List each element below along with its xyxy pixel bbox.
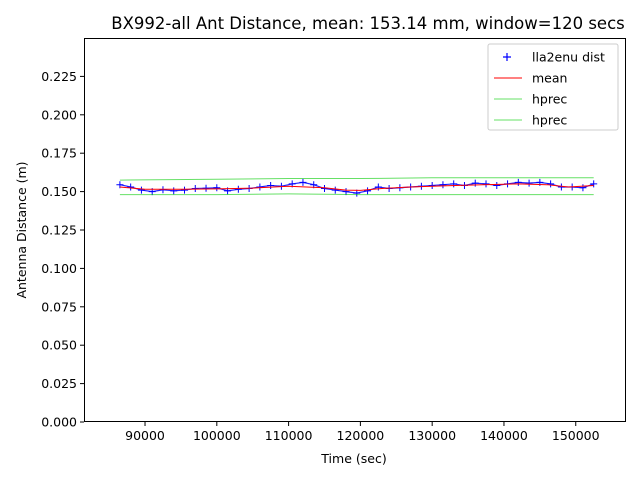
- y-tick-label: 0.125: [41, 223, 77, 238]
- series-line: [119, 193, 594, 196]
- legend-marker: [503, 53, 511, 61]
- legend-item: hprec: [494, 92, 567, 107]
- legend-label: lla2enu dist: [532, 50, 605, 65]
- legend-label: mean: [532, 71, 567, 86]
- series-trace: [119, 181, 594, 194]
- y-tick-label: 0.075: [41, 299, 77, 314]
- x-tick-label: 150000: [552, 428, 600, 443]
- legend-item: lla2enu dist: [503, 50, 605, 65]
- y-tick-label: 0.025: [41, 376, 77, 391]
- series-2: [119, 177, 594, 181]
- chart-title: BX992-all Ant Distance, mean: 153.14 mm,…: [111, 14, 624, 33]
- x-tick-label: 90000: [125, 428, 165, 443]
- y-tick-label: 0.150: [41, 184, 77, 199]
- series-layer: [116, 177, 598, 197]
- y-axis-label: Antenna Distance (m): [14, 161, 29, 298]
- legend-box: [487, 43, 619, 131]
- legend-item: hprec: [494, 113, 567, 128]
- legend-item: mean: [494, 71, 567, 86]
- y-tick-label: 0.000: [41, 415, 77, 430]
- axes-layer: 90000 100000 110000 120000 130000 140000 15000…: [41, 69, 599, 443]
- x-axis-label: Time (sec): [320, 451, 386, 466]
- series-line: [119, 183, 594, 191]
- plot-frame: [84, 38, 626, 422]
- y-tick-label: 0.200: [41, 107, 77, 122]
- x-tick-label: 130000: [408, 428, 456, 443]
- legend: lla2enu dist mean hprec hprec: [487, 43, 619, 131]
- x-tick-label: 120000: [337, 428, 385, 443]
- y-tick-label: 0.050: [41, 338, 77, 353]
- series-3: [119, 193, 594, 196]
- y-tick-label: 0.100: [41, 261, 77, 276]
- x-tick-label: 140000: [480, 428, 528, 443]
- series-1: [119, 183, 594, 191]
- x-tick-label: 110000: [265, 428, 313, 443]
- x-tick-label: 100000: [193, 428, 241, 443]
- y-tick-label: 0.175: [41, 146, 77, 161]
- legend-label: hprec: [532, 113, 567, 128]
- y-tick-label: 0.225: [41, 69, 77, 84]
- legend-label: hprec: [532, 92, 567, 107]
- series-line: [119, 177, 594, 181]
